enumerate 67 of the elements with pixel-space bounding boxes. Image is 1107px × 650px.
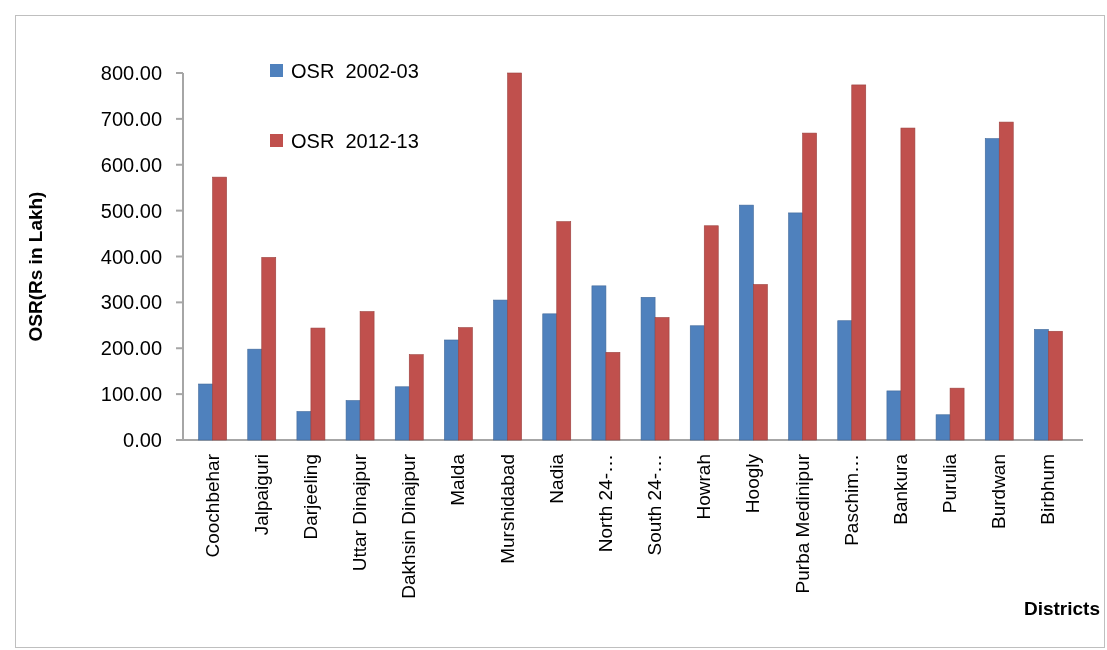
x-tick-label: Paschim…	[840, 454, 862, 546]
y-tick-label: 400.00	[100, 245, 162, 268]
bar	[640, 297, 656, 441]
x-tick-label: Murshidabad	[496, 454, 518, 564]
y-tick-label: 500.00	[100, 199, 162, 222]
bar	[198, 383, 213, 441]
bar	[739, 204, 754, 441]
bar	[1048, 330, 1063, 441]
bar	[1034, 329, 1049, 441]
bar	[247, 348, 263, 441]
x-tick-label: Nadia	[545, 453, 567, 504]
bar	[998, 121, 1014, 441]
x-tick-label: Howrah	[693, 454, 715, 520]
bar	[984, 138, 1000, 441]
x-tick-label: Birbhum	[1037, 454, 1059, 525]
legend-label: OSR 2002-03	[291, 60, 419, 82]
x-axis-title: Districts	[1023, 598, 1100, 619]
x-tick-label: Malda	[447, 453, 469, 506]
bar	[949, 387, 965, 441]
bar	[605, 352, 621, 441]
bar	[935, 414, 951, 441]
x-tick-label: North 24-…	[594, 454, 616, 553]
bar	[753, 284, 768, 441]
y-tick-label: 0.00	[123, 429, 162, 451]
bar	[261, 257, 277, 441]
y-tick-label: 300.00	[100, 291, 162, 314]
bar	[296, 411, 312, 441]
x-tick-label: Darjeeling	[299, 454, 321, 540]
x-tick-label: Hoogly	[742, 453, 764, 514]
bar	[408, 354, 424, 441]
bar	[212, 176, 227, 441]
y-tick-label: 600.00	[100, 153, 162, 176]
bar	[542, 313, 558, 441]
bar	[851, 84, 867, 441]
x-tick-label: Burdwan	[988, 454, 1010, 529]
y-tick-label: 100.00	[100, 383, 162, 406]
x-tick-label: Dakhsin Dinajpur	[398, 453, 420, 599]
legend-label: OSR 2012-13	[291, 130, 419, 152]
y-axis-title: OSR(Rs in Lakh)	[25, 191, 46, 342]
bar	[703, 225, 719, 441]
bar	[837, 320, 853, 441]
bar	[886, 390, 902, 441]
bar	[654, 317, 670, 441]
bar	[359, 311, 375, 441]
bar	[591, 285, 607, 441]
bar	[900, 127, 916, 441]
x-tick-label: Jalpaiguri	[250, 454, 272, 536]
bar	[507, 72, 522, 441]
bar	[493, 299, 508, 441]
y-tick-label: 700.00	[100, 107, 162, 130]
bar	[394, 386, 410, 441]
bar	[802, 132, 817, 441]
x-tick-label: Bankura	[889, 453, 911, 525]
bar	[689, 325, 705, 441]
bar	[458, 327, 473, 441]
x-tick-label: Coochbehar	[201, 453, 223, 558]
x-tick-label: South 24-…	[644, 454, 666, 556]
bar	[444, 339, 459, 441]
x-tick-label: Purba Medinipur	[791, 453, 813, 594]
y-tick-label: 200.00	[100, 337, 162, 360]
x-tick-label: Purulia	[939, 453, 961, 514]
y-tick-label: 800.00	[100, 62, 162, 84]
bar	[788, 212, 803, 441]
bar	[345, 400, 361, 441]
bar	[556, 221, 572, 441]
bar	[310, 327, 326, 441]
x-tick-label: Uttar Dinajpur	[349, 453, 371, 572]
